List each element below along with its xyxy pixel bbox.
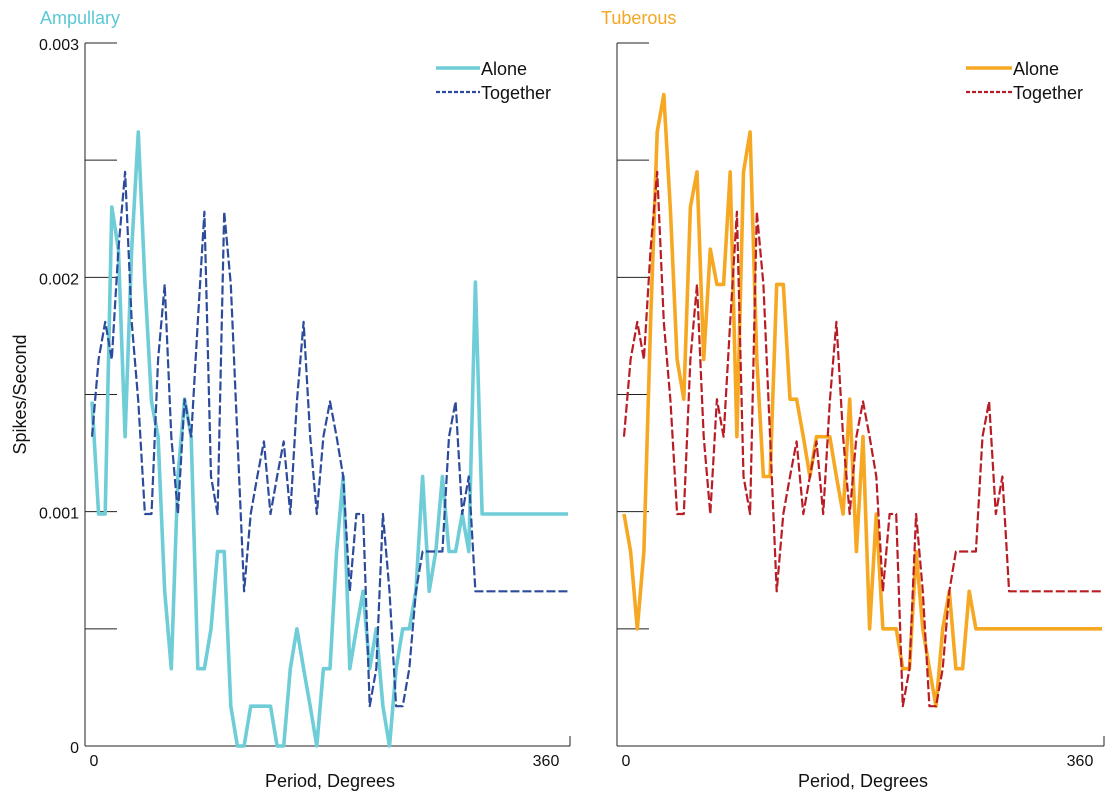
ampullary-legend-label-alone: Alone bbox=[481, 59, 527, 79]
ampullary-x-tick-label: 360 bbox=[533, 753, 560, 770]
tuberous-series-together bbox=[622, 170, 1102, 708]
ampullary-series-alone bbox=[90, 130, 568, 748]
ampullary-series-together bbox=[90, 170, 568, 708]
ampullary-y-tick-label: 0.002 bbox=[39, 271, 79, 288]
tuberous-x-tick-label: 360 bbox=[1067, 753, 1094, 770]
ampullary-legend-label-together: Together bbox=[481, 83, 551, 103]
tuberous-x-axis-label: Period, Degrees bbox=[798, 771, 928, 791]
ampullary-y-tick-label: 0 bbox=[70, 740, 79, 757]
ampullary-y-tick-label: 0.001 bbox=[39, 506, 79, 523]
tuberous-legend-label-together: Together bbox=[1013, 83, 1083, 103]
ampullary-y-tick-label: 0.003 bbox=[39, 37, 79, 54]
ampullary-x-tick-label: 0 bbox=[90, 753, 99, 770]
ampullary-y-axis-label: Spikes/Second bbox=[10, 334, 30, 454]
tuberous-legend-label-alone: Alone bbox=[1013, 59, 1059, 79]
tuberous-series-alone bbox=[622, 92, 1102, 709]
tuberous-title: Tuberous bbox=[601, 8, 676, 28]
tuberous-x-tick-label: 0 bbox=[622, 753, 631, 770]
ampullary-title: Ampullary bbox=[40, 8, 120, 28]
ampullary-x-axis-label: Period, Degrees bbox=[265, 771, 395, 791]
